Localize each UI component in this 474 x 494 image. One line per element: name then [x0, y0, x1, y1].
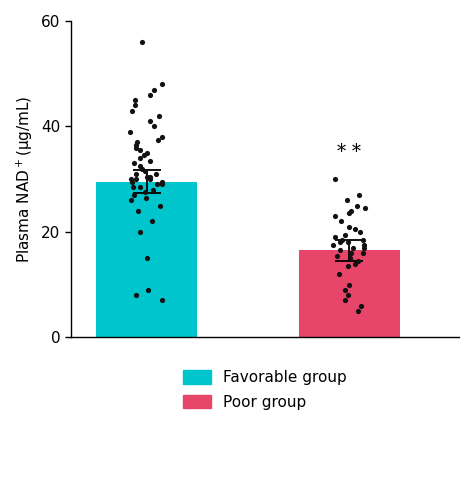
Point	[146, 91, 154, 99]
Point	[146, 157, 154, 165]
Point	[346, 254, 354, 262]
Point	[343, 196, 351, 204]
Point	[144, 254, 151, 262]
Point	[360, 241, 368, 249]
Point	[138, 38, 146, 46]
Point	[359, 249, 367, 257]
Point	[145, 286, 152, 294]
Point	[345, 262, 352, 270]
Point	[347, 249, 355, 257]
Point	[159, 296, 166, 304]
Point	[337, 247, 344, 254]
Point	[341, 231, 349, 239]
Point	[132, 291, 140, 299]
Point	[331, 233, 338, 241]
Point	[138, 165, 146, 172]
Point	[341, 296, 348, 304]
Point	[132, 141, 140, 149]
Point	[129, 183, 137, 191]
Point	[345, 281, 353, 288]
Point	[352, 225, 359, 233]
Point	[131, 96, 139, 104]
Point	[136, 154, 143, 162]
Point	[148, 217, 156, 225]
Point	[140, 152, 148, 160]
Point	[128, 178, 136, 186]
Point	[128, 107, 136, 115]
Point	[338, 236, 346, 244]
Point	[337, 217, 345, 225]
Point	[329, 241, 337, 249]
Point	[336, 239, 343, 247]
Point	[362, 204, 369, 212]
Point	[356, 228, 363, 236]
Point	[353, 202, 361, 209]
Point	[349, 244, 356, 252]
Point	[346, 223, 353, 231]
Point	[136, 162, 144, 170]
Bar	[299, 250, 400, 337]
Point	[359, 236, 367, 244]
Point	[127, 196, 135, 204]
Point	[141, 188, 148, 196]
Point	[355, 307, 362, 315]
Point	[347, 207, 355, 215]
Point	[331, 212, 338, 220]
Point	[150, 123, 157, 130]
Point	[336, 270, 343, 278]
Point	[146, 172, 154, 180]
Point	[355, 191, 363, 199]
Point	[141, 167, 149, 175]
Point	[155, 112, 163, 120]
Point	[136, 183, 144, 191]
Point	[130, 191, 137, 199]
Point	[154, 136, 162, 144]
Point	[331, 175, 339, 183]
Point	[157, 202, 164, 209]
Point	[135, 207, 142, 215]
Point	[354, 257, 362, 265]
Point	[153, 180, 161, 188]
Point	[345, 291, 352, 299]
Point	[361, 244, 368, 252]
Point	[357, 302, 365, 310]
Point	[346, 209, 353, 217]
Point	[128, 175, 135, 183]
Point	[151, 85, 158, 93]
Y-axis label: Plasma NAD$^+$(μg/mL): Plasma NAD$^+$(μg/mL)	[15, 95, 35, 263]
Point	[149, 186, 156, 194]
Point	[133, 170, 140, 178]
Point	[351, 260, 359, 268]
Point	[153, 170, 160, 178]
Point	[143, 194, 150, 202]
Point	[159, 133, 166, 141]
Point	[146, 175, 154, 183]
Point	[143, 172, 151, 180]
Point	[146, 117, 154, 125]
Point	[133, 138, 141, 146]
Legend: Favorable group, Poor group: Favorable group, Poor group	[183, 370, 346, 410]
Point	[137, 228, 144, 236]
Point	[136, 146, 144, 154]
Bar	[96, 182, 197, 337]
Point	[341, 286, 349, 294]
Point	[127, 128, 134, 136]
Point	[144, 149, 151, 157]
Point	[132, 175, 139, 183]
Point	[158, 178, 165, 186]
Text: * *: * *	[337, 143, 361, 161]
Point	[131, 101, 139, 109]
Point	[333, 252, 341, 260]
Point	[344, 239, 351, 247]
Point	[131, 160, 138, 167]
Point	[132, 144, 140, 152]
Point	[158, 81, 165, 88]
Point	[159, 180, 166, 188]
